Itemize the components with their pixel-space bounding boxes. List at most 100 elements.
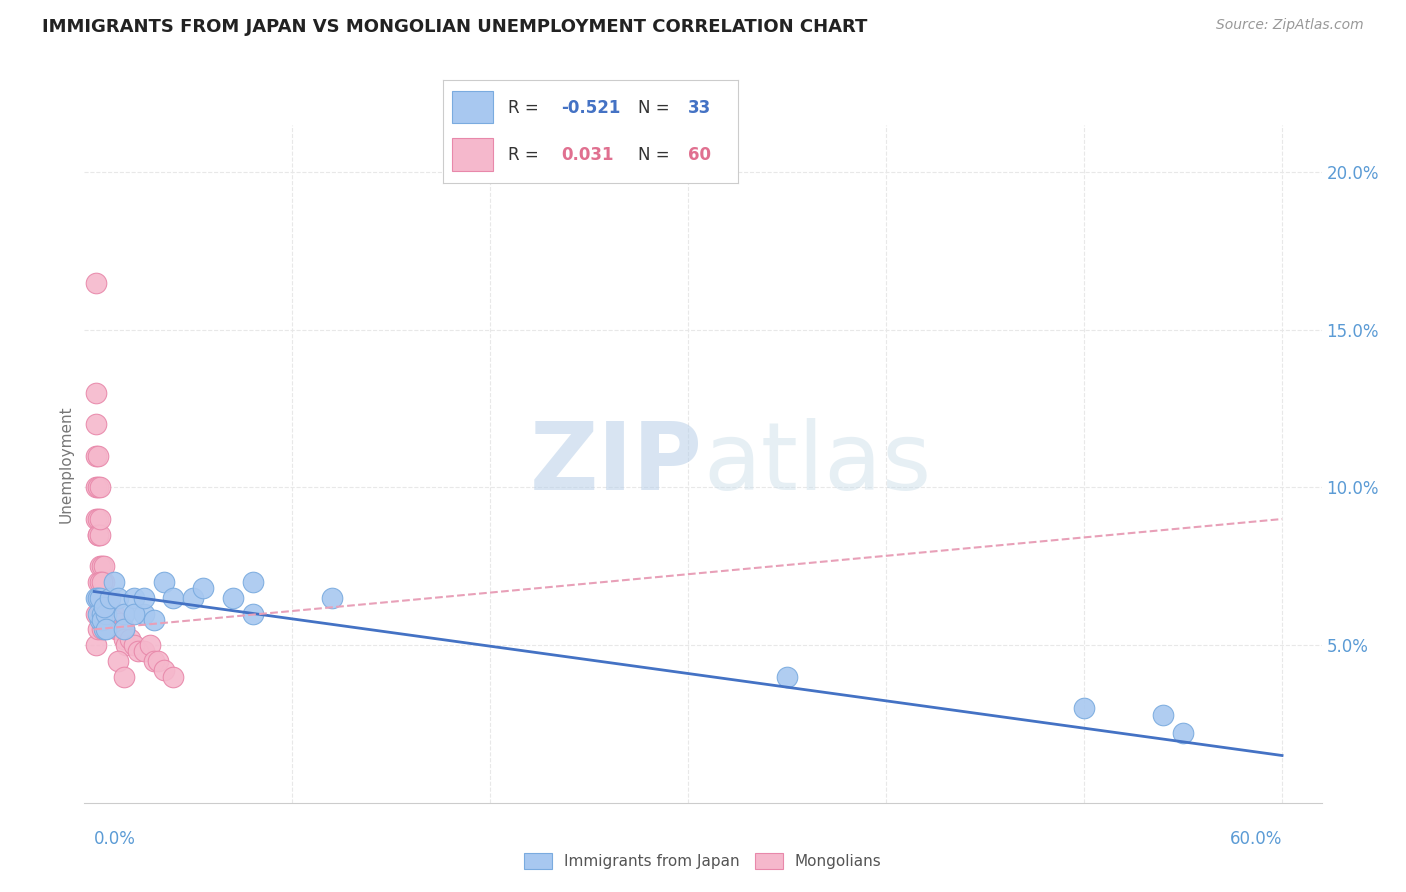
- Text: ZIP: ZIP: [530, 417, 703, 510]
- Text: 0.031: 0.031: [561, 146, 613, 164]
- Point: [87, 528, 110, 542]
- Point: [98, 607, 121, 621]
- Point: [112, 623, 135, 637]
- Point: [84, 481, 107, 495]
- Point: [87, 449, 110, 463]
- Point: [91, 575, 114, 590]
- Point: [84, 591, 107, 605]
- Point: [191, 582, 214, 596]
- Text: -0.521: -0.521: [561, 99, 620, 117]
- Point: [94, 623, 117, 637]
- Text: N =: N =: [638, 146, 675, 164]
- Point: [242, 607, 264, 621]
- Point: [97, 597, 120, 611]
- Point: [111, 623, 134, 637]
- Point: [89, 591, 111, 605]
- Point: [98, 600, 121, 615]
- Point: [94, 607, 117, 621]
- Point: [89, 481, 111, 495]
- Text: IMMIGRANTS FROM JAPAN VS MONGOLIAN UNEMPLOYMENT CORRELATION CHART: IMMIGRANTS FROM JAPAN VS MONGOLIAN UNEMP…: [42, 18, 868, 36]
- Text: R =: R =: [508, 146, 544, 164]
- Point: [91, 575, 114, 590]
- Point: [222, 591, 245, 605]
- Point: [87, 623, 110, 637]
- Point: [87, 575, 110, 590]
- Point: [91, 613, 114, 627]
- Text: atlas: atlas: [703, 417, 931, 510]
- Point: [142, 654, 165, 668]
- Point: [89, 512, 111, 526]
- Text: 60: 60: [688, 146, 711, 164]
- Point: [105, 623, 128, 637]
- Point: [776, 670, 799, 684]
- Point: [94, 607, 117, 621]
- Point: [84, 276, 107, 290]
- Point: [84, 512, 107, 526]
- Point: [142, 613, 165, 627]
- Point: [93, 575, 115, 590]
- Point: [87, 512, 110, 526]
- Point: [89, 559, 111, 574]
- Point: [115, 638, 138, 652]
- Point: [112, 670, 135, 684]
- Point: [93, 600, 115, 615]
- Point: [93, 623, 115, 637]
- Point: [103, 607, 125, 621]
- Point: [89, 607, 111, 621]
- Point: [138, 638, 160, 652]
- Point: [181, 591, 204, 605]
- Point: [122, 591, 145, 605]
- Text: 33: 33: [688, 99, 711, 117]
- Point: [89, 613, 111, 627]
- Point: [87, 528, 110, 542]
- Point: [91, 559, 114, 574]
- Point: [1073, 701, 1095, 715]
- Y-axis label: Unemployment: Unemployment: [58, 405, 73, 523]
- Point: [91, 607, 114, 621]
- Point: [87, 591, 110, 605]
- Point: [112, 632, 135, 646]
- Point: [107, 591, 129, 605]
- Point: [103, 613, 125, 627]
- Point: [87, 481, 110, 495]
- Point: [112, 607, 135, 621]
- Point: [91, 591, 114, 605]
- Text: 60.0%: 60.0%: [1230, 830, 1282, 848]
- Point: [162, 591, 184, 605]
- Point: [146, 654, 169, 668]
- Point: [101, 613, 124, 627]
- Point: [84, 607, 107, 621]
- Text: 0.0%: 0.0%: [94, 830, 136, 848]
- Point: [1152, 707, 1174, 722]
- Point: [122, 638, 145, 652]
- Point: [112, 623, 135, 637]
- Point: [132, 607, 155, 621]
- Point: [84, 385, 107, 400]
- Point: [152, 575, 174, 590]
- Point: [91, 623, 114, 637]
- Text: N =: N =: [638, 99, 675, 117]
- Point: [97, 591, 120, 605]
- Point: [103, 575, 125, 590]
- Point: [91, 575, 114, 590]
- Point: [127, 644, 149, 658]
- Point: [107, 623, 129, 637]
- Point: [242, 575, 264, 590]
- FancyBboxPatch shape: [451, 91, 494, 123]
- Point: [93, 607, 115, 621]
- Point: [84, 638, 107, 652]
- Point: [101, 607, 124, 621]
- Point: [152, 664, 174, 678]
- Point: [87, 591, 110, 605]
- Point: [108, 616, 131, 631]
- Point: [93, 559, 115, 574]
- Text: R =: R =: [508, 99, 544, 117]
- Point: [122, 607, 145, 621]
- Point: [89, 575, 111, 590]
- Point: [89, 528, 111, 542]
- Point: [132, 644, 155, 658]
- Point: [94, 591, 117, 605]
- Point: [107, 654, 129, 668]
- Text: Source: ZipAtlas.com: Source: ZipAtlas.com: [1216, 18, 1364, 32]
- Point: [118, 632, 141, 646]
